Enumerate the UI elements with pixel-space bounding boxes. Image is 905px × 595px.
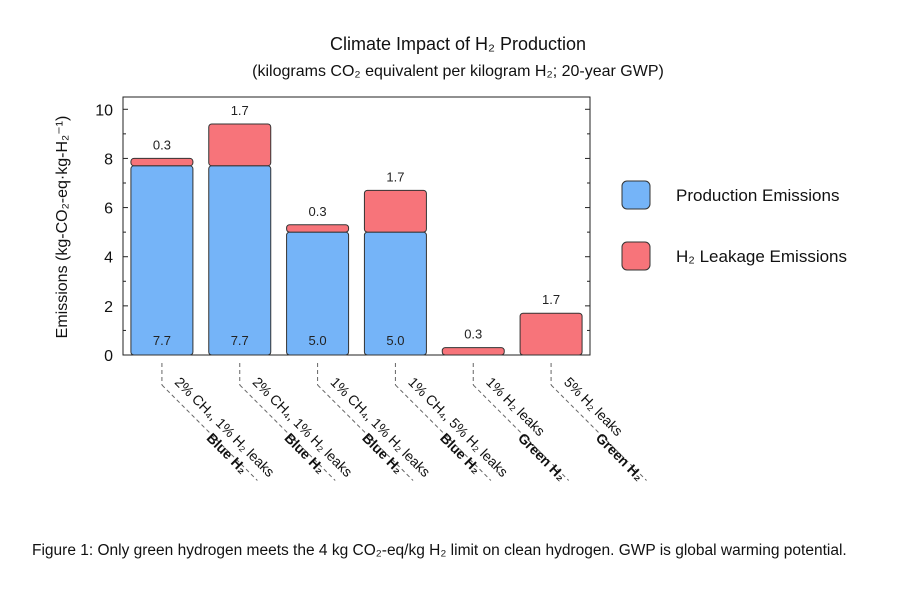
data-label-leakage: 0.3 (309, 204, 327, 219)
data-label-production: 5.0 (386, 333, 404, 348)
category-leader (317, 384, 414, 481)
data-label-leakage: 1.7 (231, 103, 249, 118)
category-leader (472, 384, 570, 481)
category-leader (161, 384, 258, 481)
category-leader (550, 384, 647, 481)
y-tick-label: 10 (95, 102, 113, 119)
legend-swatch (621, 241, 651, 271)
y-tick-label: 8 (104, 151, 113, 168)
figure-caption: Figure 1: Only green hydrogen meets the … (32, 542, 847, 559)
y-tick-label: 2 (104, 299, 113, 316)
bar-production (130, 165, 194, 356)
plot-frame (122, 96, 591, 356)
bar-leakage (519, 312, 583, 356)
bar-leakage (130, 157, 194, 167)
data-label-production: 7.7 (231, 333, 249, 348)
category-type: Green H₂ (593, 430, 647, 484)
legend-label: Production Emissions (676, 186, 839, 205)
data-label-production: 5.0 (309, 333, 327, 348)
data-label-leakage: 0.3 (153, 137, 171, 152)
bar-leakage (208, 123, 272, 167)
data-label-leakage: 1.7 (542, 292, 560, 307)
bar-leakage (363, 189, 427, 233)
y-tick-label: 6 (104, 201, 113, 218)
y-tick-label: 0 (104, 348, 113, 365)
legend: Production Emissions H₂ Leakage Emissions (621, 180, 847, 271)
legend-label: H₂ Leakage Emissions (676, 247, 847, 266)
bar-leakage (286, 224, 350, 233)
category-detail: 1% H₂ leaks (483, 374, 548, 439)
category-detail: 5% H₂ leaks (561, 374, 626, 439)
data-label-leakage: 1.7 (386, 169, 404, 184)
chart: Climate Impact of H₂ Production (kilogra… (54, 34, 847, 484)
chart-title: Climate Impact of H₂ Production (330, 34, 586, 54)
category-leader (239, 384, 336, 481)
data-label-leakage: 0.3 (464, 327, 482, 342)
bar-production (208, 165, 272, 356)
category-type: Green H₂ (515, 430, 569, 484)
chart-subtitle: (kilograms CO₂ equivalent per kilogram H… (252, 63, 664, 80)
legend-swatch (621, 180, 651, 210)
bar-leakage (441, 347, 505, 356)
y-axis-label: Emissions (kg-CO₂-eq·kg-H₂⁻¹) (54, 116, 71, 339)
data-label-production: 7.7 (153, 333, 171, 348)
category-leader (395, 384, 492, 481)
y-tick-label: 4 (104, 250, 113, 267)
